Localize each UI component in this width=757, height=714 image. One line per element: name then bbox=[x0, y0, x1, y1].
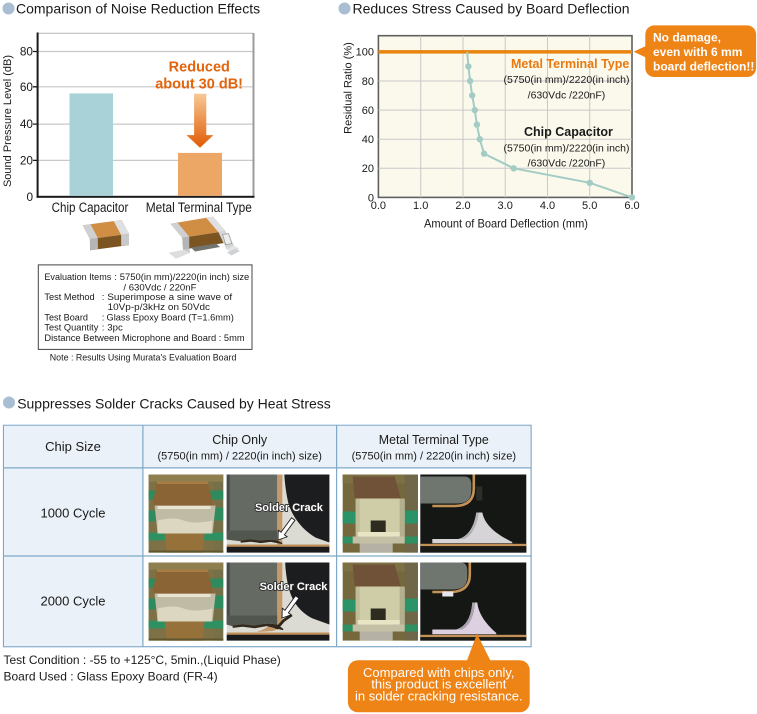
svg-text:Amount of Board Deflection (mm: Amount of Board Deflection (mm) bbox=[424, 217, 588, 231]
svg-text:Test Method: Test Method bbox=[44, 292, 94, 303]
svg-text:Chip Size: Chip Size bbox=[45, 439, 101, 454]
svg-text:Note : Results Using Murata's: Note : Results Using Murata's Evaluation… bbox=[50, 352, 237, 363]
svg-text:80: 80 bbox=[362, 76, 374, 88]
svg-text:80: 80 bbox=[20, 45, 34, 59]
svg-text:Compared with chips only,: Compared with chips only, bbox=[363, 665, 515, 680]
svg-text:Test Board: Test Board bbox=[44, 312, 88, 323]
svg-text::: : bbox=[114, 272, 117, 283]
svg-text:/630Vdc /220nF): /630Vdc /220nF) bbox=[528, 157, 606, 169]
svg-text:board deflection!!: board deflection!! bbox=[653, 59, 754, 73]
svg-text:Board Used : Glass Epoxy Board: Board Used : Glass Epoxy Board (FR-4) bbox=[4, 669, 218, 683]
svg-text:Metal Terminal Type: Metal Terminal Type bbox=[146, 200, 252, 215]
svg-text:Suppresses Solder Cracks Cause: Suppresses Solder Cracks Caused by Heat … bbox=[17, 396, 331, 412]
svg-text:Solder Crack: Solder Crack bbox=[260, 581, 329, 593]
svg-text:1000 Cycle: 1000 Cycle bbox=[40, 505, 105, 520]
svg-text:in solder cracking resistance.: in solder cracking resistance. bbox=[355, 688, 523, 703]
svg-text:Chip Only: Chip Only bbox=[212, 433, 268, 447]
svg-text:5.0: 5.0 bbox=[582, 200, 597, 212]
svg-text:0: 0 bbox=[26, 190, 33, 204]
svg-text:Evaluation Items: Evaluation Items bbox=[44, 272, 111, 283]
svg-text:20: 20 bbox=[20, 153, 34, 167]
svg-text:Chip Capacitor: Chip Capacitor bbox=[52, 200, 129, 215]
svg-text:(5750(in mm)/2220(in inch): (5750(in mm)/2220(in inch) bbox=[503, 143, 629, 155]
svg-text:Metal Terminal Type: Metal Terminal Type bbox=[379, 433, 489, 447]
svg-text::: : bbox=[102, 323, 105, 334]
svg-text:Metal Terminal Type: Metal Terminal Type bbox=[511, 57, 629, 71]
svg-text:40: 40 bbox=[362, 134, 374, 146]
svg-text:Reduced: Reduced bbox=[169, 60, 230, 76]
svg-text:4.0: 4.0 bbox=[540, 200, 555, 212]
svg-text:/ 630Vdc / 220nF: / 630Vdc / 220nF bbox=[123, 282, 196, 293]
svg-text:Sound Pressure Level (dB): Sound Pressure Level (dB) bbox=[2, 55, 14, 187]
svg-text:2.0: 2.0 bbox=[455, 200, 470, 212]
svg-text::: : bbox=[102, 312, 105, 323]
svg-text:Test Condition : -55 to +125°C: Test Condition : -55 to +125°C, 5min.,(L… bbox=[4, 653, 281, 667]
svg-text:Reduces Stress Caused by Board: Reduces Stress Caused by Board Deflectio… bbox=[353, 1, 630, 17]
svg-text:40: 40 bbox=[20, 117, 34, 131]
svg-text:20: 20 bbox=[362, 163, 374, 175]
svg-text:Comparison of Noise Reduction: Comparison of Noise Reduction Effects bbox=[16, 1, 260, 17]
svg-text:60: 60 bbox=[362, 105, 374, 117]
svg-text:1.0: 1.0 bbox=[413, 200, 428, 212]
svg-text:Superimpose a sine wave of: Superimpose a sine wave of bbox=[107, 292, 232, 303]
svg-text:(5750(in mm) / 2220(in inch) s: (5750(in mm) / 2220(in inch) size) bbox=[352, 451, 516, 463]
svg-text:2000 Cycle: 2000 Cycle bbox=[40, 594, 105, 609]
svg-text:0.0: 0.0 bbox=[371, 200, 386, 212]
svg-text:Solder Crack: Solder Crack bbox=[255, 502, 324, 514]
svg-text:5750(in mm)/2220(in inch) size: 5750(in mm)/2220(in inch) size bbox=[120, 272, 250, 283]
svg-text:60: 60 bbox=[20, 80, 34, 94]
svg-text:(5750(in mm) / 2220(in inch) s: (5750(in mm) / 2220(in inch) size) bbox=[157, 451, 321, 463]
svg-text:6.0: 6.0 bbox=[624, 200, 639, 212]
svg-text:this product is excellent: this product is excellent bbox=[371, 677, 507, 692]
svg-text:about 30 dB!: about 30 dB! bbox=[155, 76, 243, 92]
svg-text:3pc: 3pc bbox=[107, 323, 123, 334]
svg-text:Test Quantity: Test Quantity bbox=[44, 323, 98, 334]
svg-text:100: 100 bbox=[356, 47, 374, 59]
svg-text:Chip Capacitor: Chip Capacitor bbox=[524, 125, 613, 139]
svg-text:Distance Between Microphone an: Distance Between Microphone and Board : … bbox=[44, 333, 244, 344]
svg-text:(5750(in mm)/2220(in inch): (5750(in mm)/2220(in inch) bbox=[503, 74, 629, 86]
svg-text::: : bbox=[102, 292, 105, 303]
svg-text:Residual Ratio (%): Residual Ratio (%) bbox=[343, 42, 355, 134]
svg-text:even with 6 mm: even with 6 mm bbox=[653, 45, 742, 59]
svg-text:10Vp-p/3kHz on 50Vdc: 10Vp-p/3kHz on 50Vdc bbox=[108, 302, 211, 313]
svg-text:3.0: 3.0 bbox=[498, 200, 513, 212]
svg-text:No damage,: No damage, bbox=[653, 31, 721, 45]
svg-text:0: 0 bbox=[368, 192, 374, 204]
svg-text:/630Vdc /220nF): /630Vdc /220nF) bbox=[528, 90, 606, 102]
svg-text:Glass Epoxy Board (T=1.6mm): Glass Epoxy Board (T=1.6mm) bbox=[107, 312, 234, 323]
